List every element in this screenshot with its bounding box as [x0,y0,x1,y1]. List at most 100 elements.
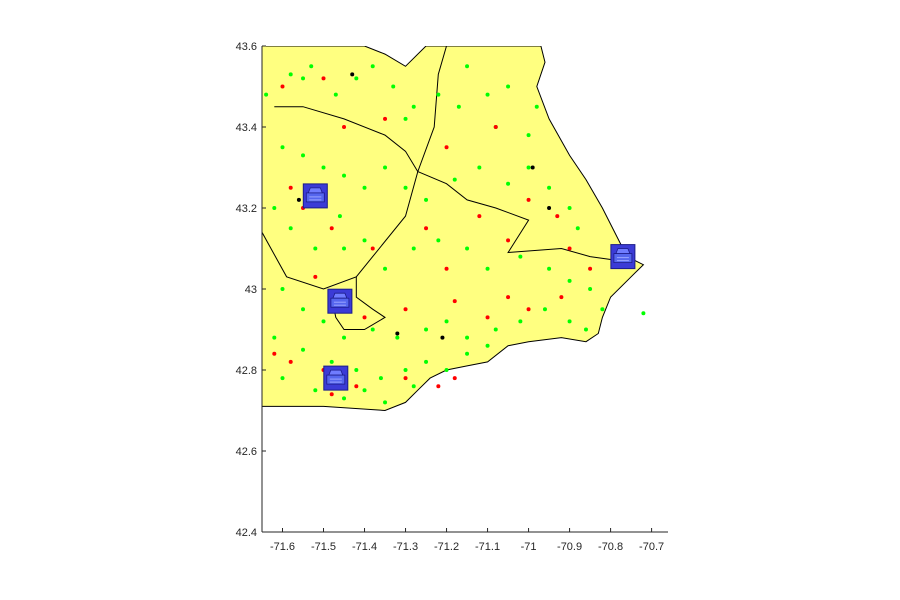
point-green [436,238,441,243]
point-red [288,185,293,190]
point-green [465,351,470,356]
point-black [440,335,445,340]
y-tick-label: 42.8 [236,365,257,377]
county-border-3 [417,171,619,262]
point-red [370,246,375,251]
point-green [272,335,277,340]
point-green [301,76,306,81]
point-green [465,246,470,251]
point-green [301,307,306,312]
x-tick-label: -71.5 [311,541,336,553]
point-green [547,185,552,190]
point-green [411,246,416,251]
y-tick-label: 43.6 [236,41,257,53]
x-tick-label: -71.1 [475,541,500,553]
x-tick-label: -71.6 [270,541,295,553]
point-green [313,388,318,393]
point-green [444,319,449,324]
point-green [567,206,572,210]
vehicle-marker-icon [302,183,328,209]
point-green [329,359,334,364]
point-green [575,226,580,231]
point-green [465,64,470,69]
point-green [280,376,285,381]
county-border-1 [262,46,447,290]
point-green [403,368,408,372]
point-green [383,165,388,170]
point-green [354,76,359,81]
point-red [526,307,531,312]
point-red [588,266,593,271]
point-green [436,92,441,97]
vehicle-roof [328,369,344,376]
x-tick-label: -70.7 [639,541,664,553]
point-green [411,104,416,109]
point-green [321,165,326,170]
point-red [444,266,449,271]
point-green [567,319,572,324]
point-green [424,197,429,202]
point-red [383,116,388,121]
point-green [485,343,490,348]
point-green [342,335,347,340]
point-green [333,92,338,97]
point-green [452,177,457,182]
map-layer [262,46,645,412]
point-green [301,347,306,352]
point-black [350,72,355,77]
point-green [370,64,375,69]
point-green [301,153,306,158]
point-red [559,295,564,300]
point-red [362,315,367,320]
point-green [383,266,388,271]
point-red [424,226,429,231]
point-green [288,72,293,77]
y-tick-label: 43.2 [236,203,257,215]
point-red [493,125,498,129]
points-layer [264,64,646,405]
point-green [354,368,359,372]
vehicle-roof [615,248,631,255]
point-green [391,84,396,89]
point-red [403,376,408,381]
point-red [342,125,347,129]
point-green [485,92,490,97]
point-green [288,226,293,231]
point-green [395,335,400,340]
point-red [452,299,457,304]
tick-labels: -71.6 -71.5 -71.4 -71.3 -71.2 -71.1 -71 -70.9 -7… [236,41,665,553]
point-green [477,165,482,170]
point-green [280,287,285,291]
point-green [424,327,429,332]
point-green [342,246,347,251]
point-red [313,274,318,279]
vehicle-roof [307,187,323,194]
point-green [534,104,539,109]
point-green [588,287,593,291]
point-black [530,165,535,170]
point-black [395,331,400,336]
point-red [280,84,285,89]
y-tick-label: 43.4 [236,122,257,134]
point-green [309,64,314,69]
point-green [493,327,498,332]
point-green [506,181,511,186]
point-green [567,278,572,283]
x-tick-label: -70.9 [557,541,582,553]
x-tick-label: -71.4 [352,541,377,553]
vehicle-marker-icon [610,244,636,270]
point-green [362,185,367,190]
point-green [280,145,285,150]
point-red [321,76,326,81]
point-black [296,197,301,202]
point-green [403,185,408,190]
point-green [378,376,383,381]
x-tick-label: -71.2 [434,541,459,553]
point-green [321,319,326,324]
vehicle-marker-icon [323,365,349,391]
point-green [383,400,388,405]
y-tick-label: 43 [245,284,257,296]
point-red [272,351,277,356]
point-red [403,307,408,312]
